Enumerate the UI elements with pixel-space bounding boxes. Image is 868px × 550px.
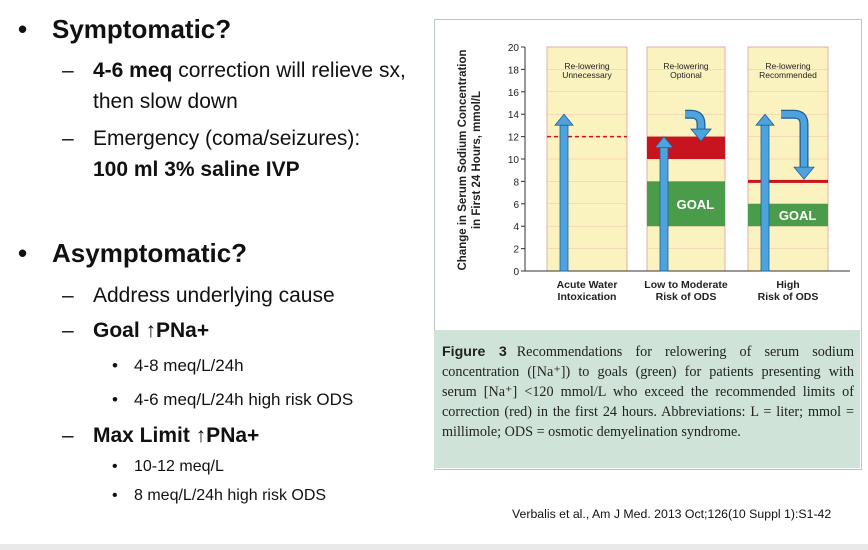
sub-bullet-max: – Max Limit ↑PNa+	[62, 420, 417, 451]
max-sub-2-text: 8 meq/L/24h high risk ODS	[134, 487, 327, 504]
category-header-0-0: Re-lowering	[564, 61, 610, 71]
citation: Verbalis et al., Am J Med. 2013 Oct;126(…	[512, 507, 832, 521]
y-tick-label: 18	[508, 65, 520, 76]
y-tick-label: 14	[508, 110, 520, 121]
y-axis-label-line-1: in First 24 Hours, mmol/L	[471, 91, 483, 229]
category-header-1-1: Optional	[670, 70, 702, 80]
rise-arrow-1-shaft	[659, 146, 669, 272]
goal-sub-1: • 4-8 meq/L/24h	[112, 356, 244, 376]
limit-line-2	[748, 179, 828, 183]
bullet-glyph: •	[112, 458, 118, 475]
max-sub-2: • 8 meq/L/24h high risk ODS	[112, 487, 326, 505]
category-label-0-0: Acute Water	[557, 279, 618, 291]
figure-caption-text: Recommendations for relowering of serum …	[442, 344, 854, 440]
rise-arrow-2-head	[755, 113, 775, 126]
relower-arrow-1-shaft	[685, 110, 705, 130]
category-header-0-1: Unnecessary	[562, 70, 612, 80]
emergency-dose: 100 ml 3% saline IVP	[93, 158, 300, 181]
category-label-2-1: Risk of ODS	[758, 291, 819, 303]
figure-label: Figure 3	[442, 344, 507, 360]
rise-arrow-0-shaft	[559, 123, 569, 272]
max-sub-1-text: 10-12 meq/L	[134, 458, 224, 475]
y-tick-label: 6	[513, 200, 519, 211]
relower-arrow-2-shaft	[781, 110, 808, 168]
category-header-2-1: Recommended	[759, 70, 817, 80]
y-tick-label: 2	[513, 245, 519, 256]
y-axis-label-line-0: Change in Serum Sodium Concentration	[457, 49, 469, 270]
rise-arrow-1-head	[654, 135, 674, 148]
correction-amount: 4-6 meq	[93, 59, 173, 82]
goal-label: Goal ↑PNa+	[93, 319, 210, 342]
category-header-1-0: Re-lowering	[663, 61, 709, 71]
y-tick-label: 12	[508, 133, 520, 144]
sub-bullet-goal: – Goal ↑PNa+	[62, 315, 417, 346]
goal-label-2: GOAL	[779, 208, 817, 223]
category-label-1-0: Low to Moderate	[644, 279, 728, 291]
figure-caption: Figure 3 Recommendations for relowering o…	[442, 342, 854, 442]
relower-arrow-2-head	[793, 166, 815, 180]
y-tick-label: 0	[513, 267, 519, 278]
bullet-glyph: •	[18, 14, 28, 44]
y-tick-label: 8	[513, 177, 519, 188]
correction-text: correction will relieve sx, then slow do…	[93, 59, 406, 113]
category-label-2-0: High	[776, 279, 799, 291]
goal-sub-2-text: 4-6 meq/L/24h high risk ODS	[134, 390, 354, 409]
dash-glyph: –	[62, 127, 74, 150]
underlying-text: Address underlying cause	[93, 284, 335, 307]
y-tick-label: 10	[508, 155, 520, 166]
figure-caption-box: Figure 3 Recommendations for relowering o…	[434, 330, 860, 468]
sub-bullet-correction: – 4-6 meq correction will relieve sx, th…	[62, 55, 417, 117]
bullet-glyph: •	[112, 356, 118, 375]
goal-sub-2: • 4-6 meq/L/24h high risk ODS	[112, 390, 353, 410]
category-header-2-0: Re-lowering	[765, 61, 811, 71]
heading-symptomatic: Symptomatic?	[52, 14, 232, 44]
category-label-0-1: Intoxication	[558, 291, 617, 303]
y-tick-label: 4	[513, 222, 519, 233]
rise-arrow-2-shaft	[760, 123, 770, 272]
bullet-asymptomatic: • Asymptomatic?	[18, 238, 247, 269]
category-label-1-1: Risk of ODS	[656, 291, 717, 303]
max-label: Max Limit ↑PNa+	[93, 424, 260, 447]
emergency-text: Emergency (coma/seizures):	[93, 127, 361, 150]
dash-glyph: –	[62, 284, 74, 307]
sub-bullet-emergency: – Emergency (coma/seizures): 100 ml 3% s…	[62, 123, 417, 185]
footer-divider	[0, 544, 868, 550]
bullet-symptomatic: • Symptomatic?	[18, 14, 231, 45]
goal-sub-1-text: 4-8 meq/L/24h	[134, 356, 244, 375]
dash-glyph: –	[62, 319, 74, 342]
y-tick-label: 16	[508, 88, 520, 99]
relower-arrow-1-head	[690, 128, 712, 142]
bullet-glyph: •	[112, 390, 118, 409]
heading-asymptomatic: Asymptomatic?	[52, 238, 248, 268]
goal-label-1: GOAL	[677, 197, 715, 212]
sub-bullet-underlying: – Address underlying cause	[62, 280, 417, 311]
dash-glyph: –	[62, 59, 74, 82]
max-sub-1: • 10-12 meq/L	[112, 458, 224, 476]
sodium-correction-chart: 0 2 4 6 8 10 12 14 16 18 20 Change in Serum Sodium …	[457, 43, 850, 303]
bullet-glyph: •	[18, 238, 28, 268]
dash-glyph: –	[62, 424, 74, 447]
rise-arrow-0-head	[554, 113, 574, 126]
bullet-glyph: •	[112, 487, 118, 504]
chart-layer: 0 2 4 6 8 10 12 14 16 18 20 Change in Serum Sodium …	[457, 43, 850, 303]
y-tick-label: 20	[508, 43, 520, 54]
